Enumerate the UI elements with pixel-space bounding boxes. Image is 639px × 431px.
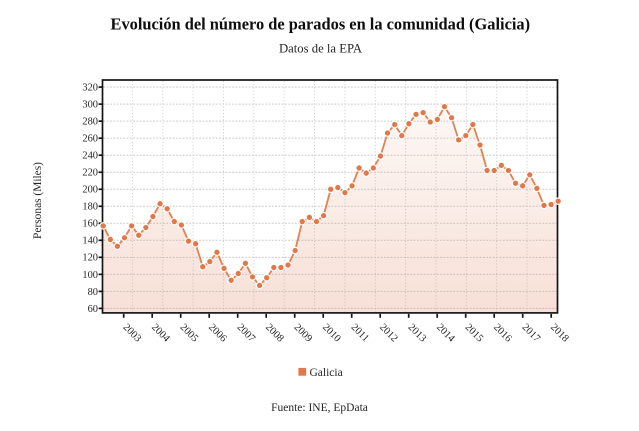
svg-text:60: 60 <box>88 304 98 315</box>
svg-text:160: 160 <box>82 219 98 230</box>
svg-text:2014: 2014 <box>434 322 457 345</box>
svg-text:240: 240 <box>82 151 98 162</box>
svg-text:Galicia: Galicia <box>310 367 343 379</box>
svg-text:2016: 2016 <box>491 322 513 344</box>
svg-text:Evolución del número de parado: Evolución del número de parados en la co… <box>111 15 531 34</box>
svg-text:2008: 2008 <box>263 322 285 344</box>
svg-text:100: 100 <box>82 270 98 281</box>
svg-text:2015: 2015 <box>463 322 485 344</box>
svg-text:Datos de la EPA: Datos de la EPA <box>279 42 363 56</box>
svg-text:2007: 2007 <box>235 322 257 344</box>
svg-text:120: 120 <box>82 253 98 264</box>
svg-text:280: 280 <box>82 117 98 128</box>
svg-text:2010: 2010 <box>320 322 342 344</box>
svg-text:Personas (Miles): Personas (Miles) <box>32 162 44 239</box>
svg-text:180: 180 <box>82 202 98 213</box>
svg-text:Fuente: INE, EpData: Fuente: INE, EpData <box>271 402 368 414</box>
svg-text:80: 80 <box>88 287 98 298</box>
svg-text:320: 320 <box>82 83 98 94</box>
svg-text:2006: 2006 <box>206 322 228 344</box>
svg-text:200: 200 <box>82 185 98 196</box>
svg-text:2005: 2005 <box>178 322 200 344</box>
svg-text:2011: 2011 <box>349 322 371 344</box>
svg-text:2003: 2003 <box>121 322 143 344</box>
svg-text:2018: 2018 <box>548 322 570 344</box>
svg-text:220: 220 <box>82 168 98 179</box>
svg-text:140: 140 <box>82 236 98 247</box>
svg-text:300: 300 <box>82 100 98 111</box>
svg-text:2013: 2013 <box>406 322 428 344</box>
svg-text:2004: 2004 <box>149 322 172 345</box>
svg-text:2009: 2009 <box>292 322 314 344</box>
svg-text:2017: 2017 <box>520 322 542 344</box>
svg-text:260: 260 <box>82 134 98 145</box>
svg-text:2012: 2012 <box>377 322 399 344</box>
